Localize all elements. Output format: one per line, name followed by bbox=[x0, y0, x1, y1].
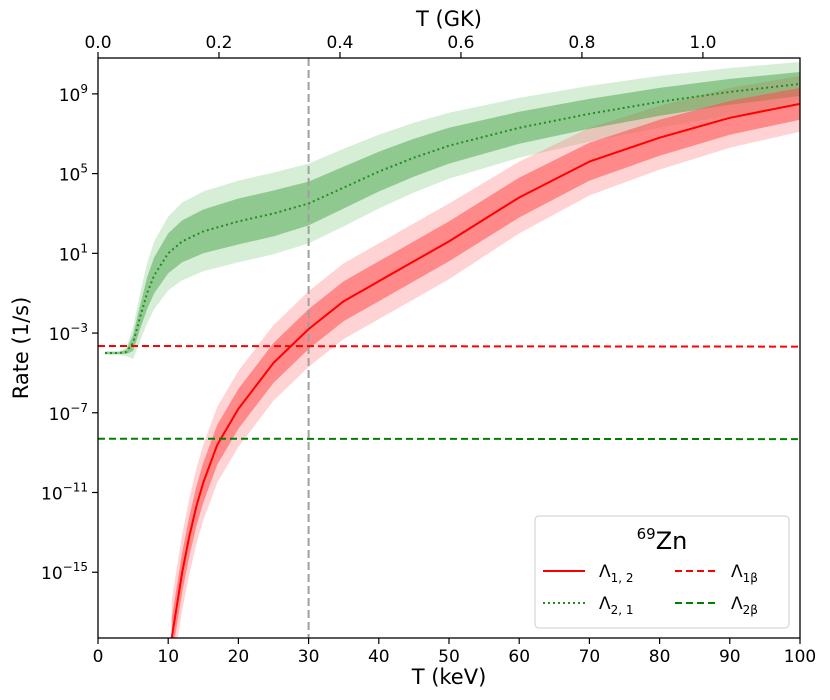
uncertainty-bands bbox=[105, 62, 800, 638]
legend-box bbox=[534, 515, 790, 629]
x-tick-label: 40 bbox=[368, 647, 390, 667]
y-axis-label: Rate (1/s) bbox=[9, 297, 33, 400]
top-tick-label: 1.0 bbox=[689, 33, 716, 53]
top-tick-label: 0.2 bbox=[205, 33, 232, 53]
x-tick-label: 10 bbox=[157, 647, 179, 667]
y-tick-label: 10−11 bbox=[41, 481, 88, 505]
y-tick-label: 10−7 bbox=[49, 401, 88, 425]
top-axis: 0.0 0.2 0.4 0.6 0.8 1.0 bbox=[84, 33, 716, 58]
legend-lambda-1beta-label: Λ1β bbox=[731, 562, 758, 585]
lambda-1beta-line bbox=[98, 345, 800, 348]
x-tick-label: 60 bbox=[508, 647, 530, 667]
x-tick-label: 80 bbox=[649, 647, 671, 667]
x-tick-label: 30 bbox=[298, 647, 320, 667]
lambda-21-line bbox=[105, 82, 800, 354]
top-tick-label: 0.8 bbox=[568, 33, 595, 53]
x-tick-label: 20 bbox=[228, 647, 250, 667]
x-tick-label: 90 bbox=[719, 647, 741, 667]
top-tick-label: 0.0 bbox=[84, 33, 111, 53]
top-tick-label: 0.6 bbox=[447, 33, 474, 53]
green-inner-band bbox=[105, 72, 800, 354]
top-axis-label: T (GK) bbox=[415, 7, 482, 31]
x-tick-label: 50 bbox=[438, 647, 460, 667]
series-lines bbox=[98, 58, 800, 638]
y-axis: 109 105 101 10−3 10−7 10−11 10−15 bbox=[41, 82, 98, 584]
green-outer-band bbox=[105, 62, 800, 359]
x-axis: 0 10 20 30 40 50 60 70 80 90 100 bbox=[93, 638, 816, 667]
y-tick-label: 10−15 bbox=[41, 560, 88, 584]
x-axis-label: T (keV) bbox=[411, 665, 487, 689]
lambda-12-line bbox=[170, 102, 800, 638]
y-tick-label: 10−3 bbox=[49, 321, 88, 345]
x-tick-label: 70 bbox=[579, 647, 601, 667]
legend-lambda-21-label: Λ2, 1 bbox=[599, 594, 634, 617]
legend-lambda-2beta-label: Λ2β bbox=[731, 594, 758, 617]
x-tick-label: 0 bbox=[93, 647, 104, 667]
y-tick-label: 101 bbox=[59, 241, 88, 265]
y-tick-label: 109 bbox=[59, 82, 88, 106]
top-tick-label: 0.4 bbox=[326, 33, 353, 53]
legend-lambda-12-label: Λ1, 2 bbox=[599, 562, 634, 585]
y-tick-label: 105 bbox=[59, 162, 88, 186]
x-tick-label: 100 bbox=[784, 647, 816, 667]
legend-title: 69Zn bbox=[637, 525, 688, 555]
